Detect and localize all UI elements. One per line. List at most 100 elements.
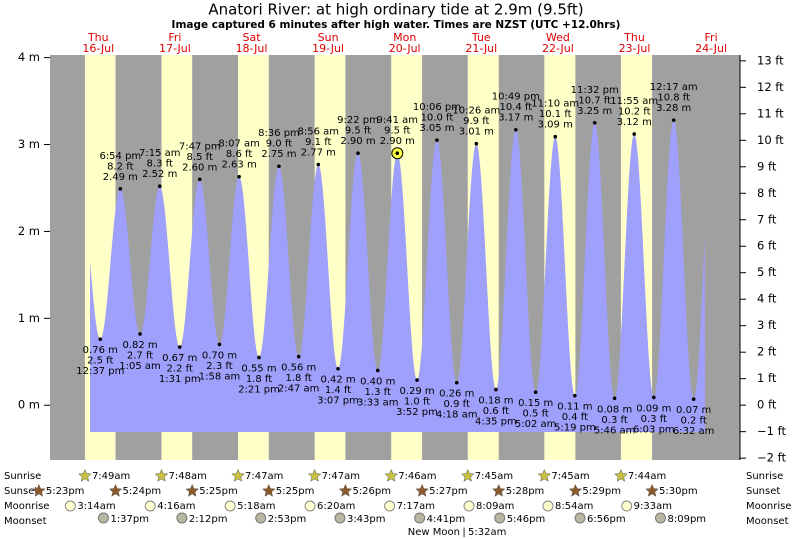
- moon-icon: [334, 512, 346, 524]
- moon-icon: [463, 500, 475, 512]
- tide-m: 0.08 m: [597, 404, 632, 415]
- tide-m: 0.56 m: [281, 363, 316, 374]
- separator: |: [462, 527, 465, 538]
- sun-icon: [307, 468, 322, 482]
- tide-time: 8:56 am: [298, 127, 340, 138]
- new-moon-label: New Moon: [408, 527, 460, 538]
- tide-m: 0.11 m: [557, 402, 592, 413]
- moon-icon: [414, 512, 426, 524]
- tide-point: [336, 366, 340, 371]
- sun-icon: [645, 483, 659, 497]
- tide-point: [237, 174, 241, 179]
- tide-m: 3.25 m: [577, 106, 612, 117]
- moonset-label: Moonset: [4, 516, 47, 527]
- tide-point: [356, 151, 360, 156]
- tide-m: 0.09 m: [636, 403, 671, 414]
- y2-tick-label: 7 ft: [757, 212, 777, 226]
- tide-time: 6:32 am: [673, 426, 715, 437]
- tide-m: 0.67 m: [162, 353, 197, 364]
- y2-tick-label: 0 ft: [757, 398, 777, 412]
- tide-ft: 1.8 ft: [286, 373, 312, 384]
- tide-m: 0.29 m: [399, 386, 434, 397]
- sunrise-time: 7:47am: [245, 471, 283, 482]
- moonrise-time: 8:54am: [555, 501, 593, 512]
- tide-m: 2.75 m: [261, 149, 296, 160]
- tide-point: [277, 164, 281, 169]
- weekday-label: Fri: [705, 31, 718, 44]
- tide-point: [316, 162, 321, 167]
- tide-m: 3.01 m: [459, 127, 494, 138]
- y2-tick-label: 10 ft: [757, 133, 784, 147]
- moon-icon: [255, 512, 267, 524]
- date-label: 22-Jul: [542, 42, 574, 55]
- tide-ft: 1.3 ft: [365, 387, 391, 398]
- y2-tick-label: 8 ft: [757, 186, 777, 200]
- chart-title: Anatori River: at high ordinary tide at …: [208, 1, 583, 19]
- tide-time: 12:37 pm: [76, 366, 124, 377]
- tide-time: 11:55 am: [610, 96, 658, 107]
- moon-icon: [64, 500, 76, 512]
- weekday-label: Wed: [546, 31, 570, 44]
- tide-ft: 8.3 ft: [147, 159, 173, 170]
- y2-tick-label: 1 ft: [757, 371, 777, 385]
- sun-icon: [338, 483, 353, 497]
- tide-point: [435, 138, 439, 142]
- tide-point: [494, 387, 498, 392]
- sunset-time: 5:28pm: [506, 486, 545, 497]
- moonset-time: 6:56pm: [587, 514, 626, 525]
- sun-icon: [460, 468, 475, 482]
- tide-time: 12:17 am: [650, 82, 698, 93]
- tide-point: [157, 184, 162, 189]
- tide-point: [454, 380, 459, 385]
- tide-point: [138, 332, 142, 336]
- tide-ft: 10.7 ft: [578, 95, 611, 106]
- tide-time: 3:07 pm: [317, 396, 359, 407]
- sunrise-label: Sunrise: [4, 471, 41, 482]
- moonrise-time: 5:18am: [237, 501, 275, 512]
- date-label: 20-Jul: [389, 42, 421, 55]
- y2-tick-label: 5 ft: [757, 265, 777, 279]
- new-moon-time: 5:32am: [468, 527, 506, 538]
- moon-icon: [621, 500, 633, 512]
- sunset-time: 5:23pm: [46, 486, 85, 497]
- tide-m: 2.60 m: [182, 162, 217, 173]
- sun-icon: [231, 468, 245, 482]
- tide-m: 3.12 m: [617, 117, 652, 128]
- y2-tick-label: 12 ft: [757, 80, 784, 94]
- tide-ft: 1.8 ft: [246, 374, 272, 385]
- tide-m: 2.52 m: [142, 169, 177, 180]
- sunset-time: 5:30pm: [659, 486, 698, 497]
- tide-ft: 8.6 ft: [226, 149, 252, 160]
- tide-point: [632, 132, 637, 136]
- sunset-label: Sunset: [4, 486, 38, 497]
- moon-icon: [542, 500, 554, 512]
- tide-time: 1:58 am: [199, 371, 241, 382]
- moonrise-time: 6:20am: [317, 501, 355, 512]
- tide-ft: 2.2 ft: [167, 364, 193, 375]
- tide-m: 2.90 m: [340, 136, 375, 147]
- tide-ft: 9.5 ft: [345, 126, 371, 137]
- moon-icon: [176, 512, 188, 524]
- sun-icon: [185, 483, 200, 497]
- moonset-time: 3:43pm: [347, 514, 386, 525]
- tide-point: [197, 177, 202, 182]
- sun-icon: [415, 483, 429, 497]
- tide-point: [533, 390, 538, 395]
- tide-ft: 9.9 ft: [463, 116, 489, 127]
- sunset-label: Sunset: [746, 486, 780, 497]
- y-tick-label: 2 m: [18, 224, 40, 238]
- sunset-time: 5:27pm: [429, 486, 468, 497]
- tide-m: 0.82 m: [122, 340, 157, 351]
- tide-ft: 8.5 ft: [187, 152, 213, 163]
- tide-m: 3.28 m: [656, 103, 691, 114]
- weekday-label: Sun: [318, 31, 339, 44]
- sunrise-time: 7:45am: [551, 471, 589, 482]
- tide-point: [118, 187, 123, 191]
- sun-icon: [614, 468, 628, 482]
- date-label: 17-Jul: [159, 42, 191, 55]
- tide-time: 9:41 am: [377, 115, 419, 126]
- moonrise-time: 4:16am: [157, 501, 195, 512]
- tide-point: [257, 355, 261, 360]
- sunrise-time: 7:48am: [168, 471, 206, 482]
